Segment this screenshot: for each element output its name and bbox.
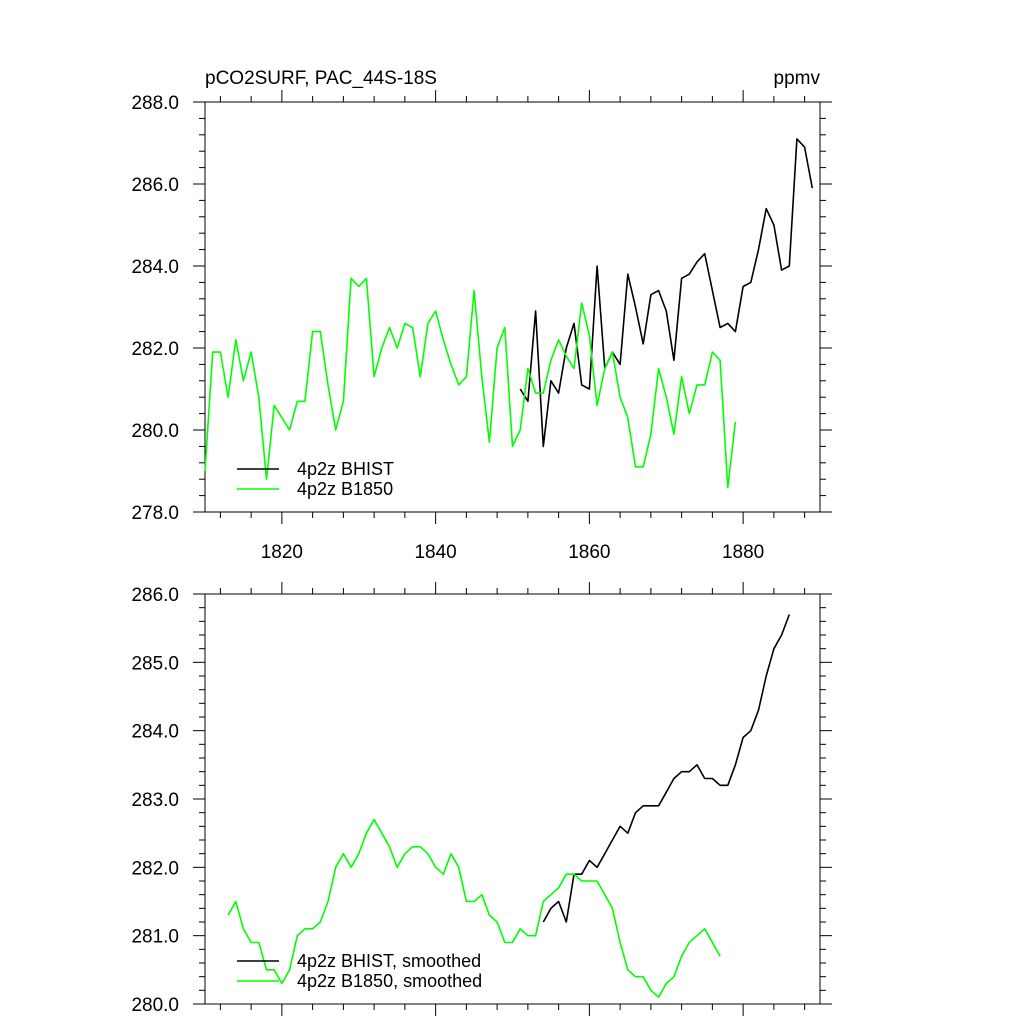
y-tick-label: 288.0	[131, 93, 179, 114]
plot-frame	[204, 101, 821, 513]
y-tick-label: 282.0	[131, 339, 179, 360]
y-tick-label: 285.0	[131, 653, 179, 674]
x-tick-label: 1820	[261, 542, 303, 563]
legend-label: 4p2z B1850	[297, 479, 393, 499]
chart-title: pCO2SURF, PAC_44S-18S	[205, 68, 437, 89]
series-line-1	[227, 818, 721, 999]
x-tick-label: 1880	[722, 542, 764, 563]
legend-label: 4p2z BHIST, smoothed	[297, 951, 481, 971]
series-line-0	[519, 138, 814, 448]
bottom-panel: 280.0 281.0 282.0 283.0 284.0 285.0 286.0 4p2z …	[131, 582, 832, 1016]
top-panel: 1820 1840 1860 1880 278.0 280.0 282.0 284.0 286.…	[131, 90, 832, 563]
y-tick-label: 286.0	[131, 585, 179, 606]
series-line-1	[204, 277, 737, 489]
x-tick-label: 1840	[414, 542, 456, 563]
legend-label: 4p2z BHIST	[297, 459, 394, 479]
series-line-0	[542, 614, 791, 923]
y-tick-label: 286.0	[131, 175, 179, 196]
y-tick-label: 282.0	[131, 858, 179, 879]
units-label: ppmv	[774, 68, 821, 89]
y-tick-label: 280.0	[131, 995, 179, 1016]
y-tick-label: 284.0	[131, 722, 179, 743]
y-tick-label: 283.0	[131, 790, 179, 811]
legend-label: 4p2z B1850, smoothed	[297, 971, 482, 991]
y-tick-label: 284.0	[131, 257, 179, 278]
y-tick-label: 278.0	[131, 503, 179, 524]
y-tick-label: 281.0	[131, 927, 179, 948]
x-tick-label: 1860	[568, 542, 610, 563]
y-tick-label: 280.0	[131, 421, 179, 442]
